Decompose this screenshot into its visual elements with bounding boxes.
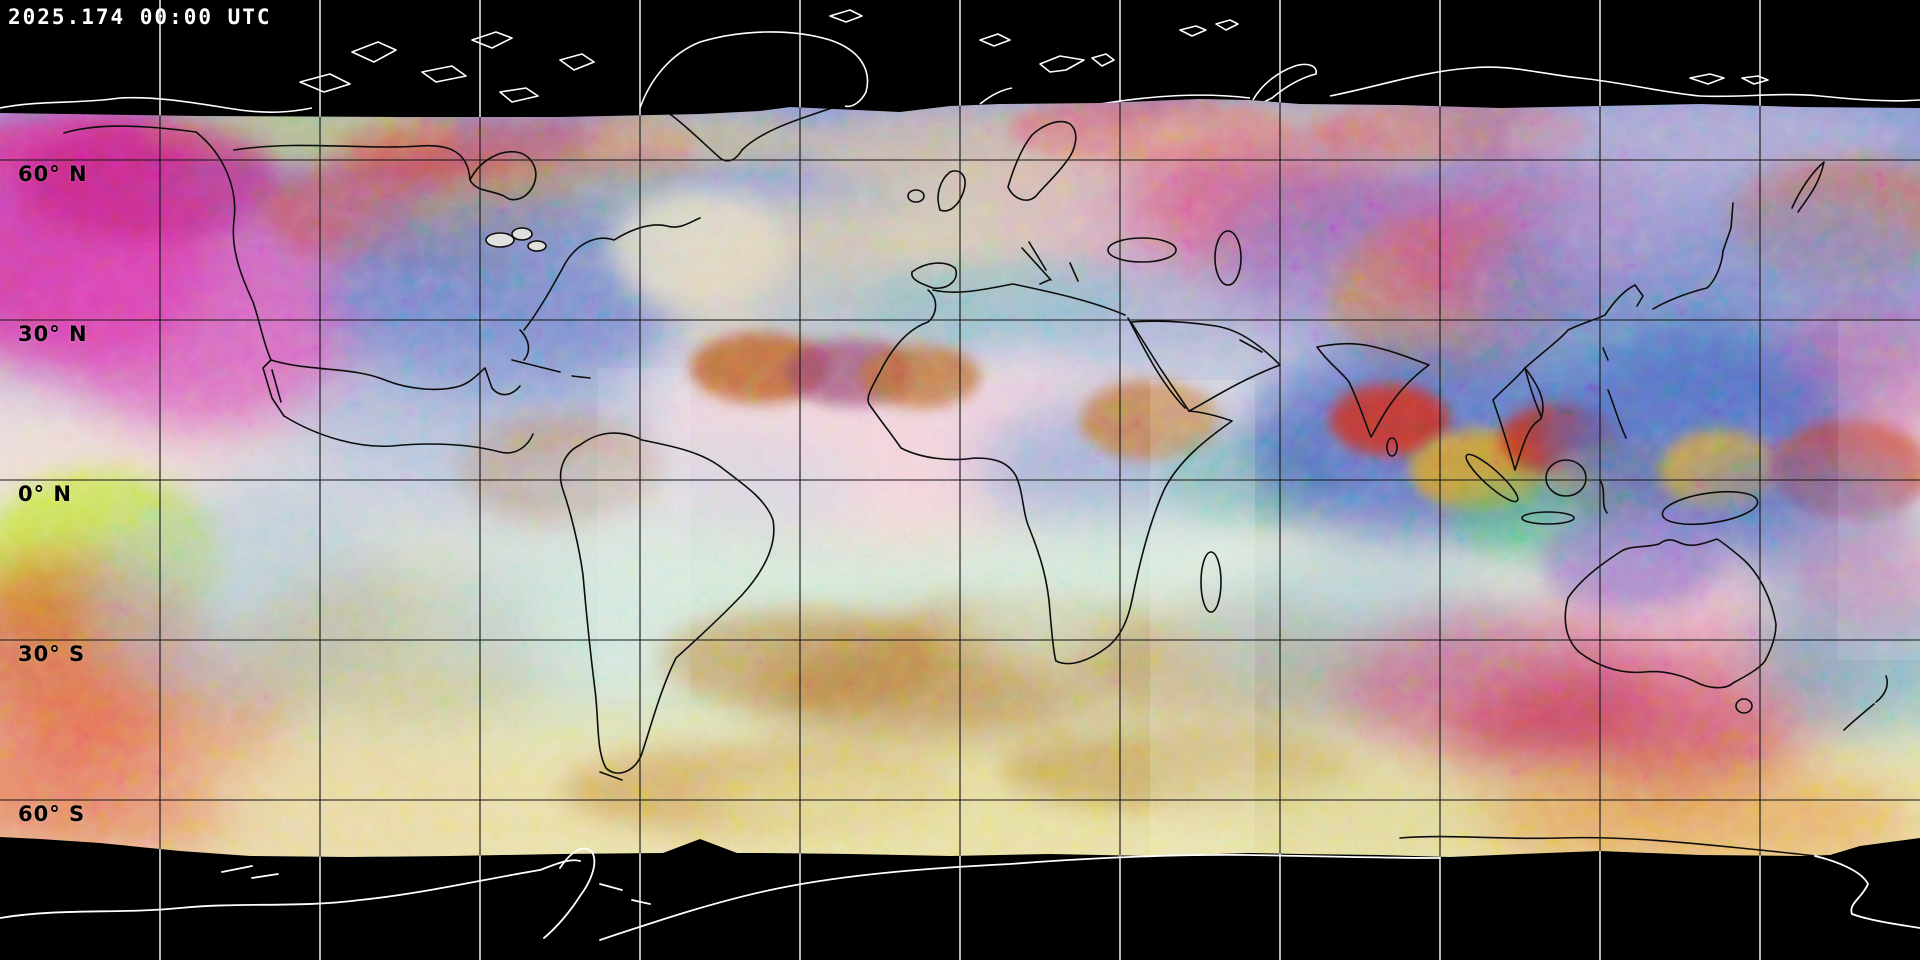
arctic-coastlines: [0, 9, 1920, 113]
continent-coastlines: [63, 106, 1889, 857]
mosaic-seams: [598, 320, 1920, 855]
lat-label-30s: 30° S: [18, 642, 86, 666]
antarctic-coastlines: [0, 847, 1920, 941]
lat-label-0n: 0° N: [18, 482, 72, 506]
lat-label-60s: 60° S: [18, 802, 86, 826]
lat-label-60n: 60° N: [18, 162, 88, 186]
imagery-band: [0, 99, 1920, 857]
timestamp-label: 2025.174 00:00 UTC: [8, 5, 272, 29]
lat-label-30n: 30° N: [18, 322, 88, 346]
graticule-black: [0, 99, 1920, 857]
